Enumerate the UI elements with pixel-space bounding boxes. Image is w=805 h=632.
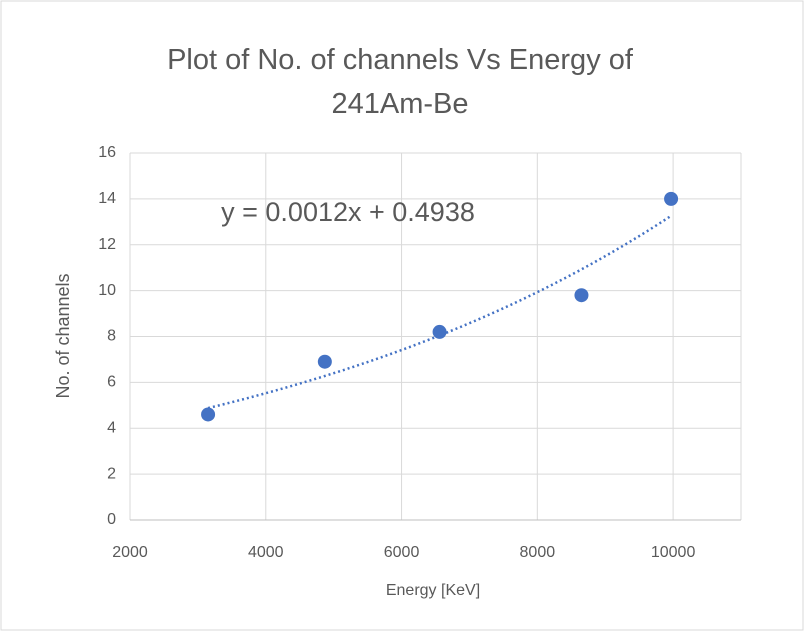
x-tick-label: 10000 (651, 544, 696, 561)
y-tick-label: 12 (98, 236, 116, 253)
x-tick-label: 8000 (520, 544, 556, 561)
data-point (574, 288, 589, 303)
x-tick-label: 6000 (384, 544, 420, 561)
y-tick-label: 0 (107, 511, 116, 528)
data-point (432, 324, 447, 339)
y-tick-label: 10 (98, 282, 116, 299)
annotation: y = 0.0012x + 0.4938 (221, 197, 475, 227)
y-tick-label: 14 (98, 190, 116, 207)
data-point (664, 191, 679, 206)
data-point (317, 354, 332, 369)
x-axis-label: Energy [KeV] (386, 582, 480, 599)
y-tick-label: 4 (107, 419, 116, 436)
y-tick-label: 8 (107, 328, 116, 345)
y-tick-label: 2 (107, 465, 116, 482)
chart-title: Plot of No. of channels Vs Energy of 241… (167, 44, 633, 120)
x-tick-label: 2000 (112, 544, 148, 561)
y-tick-label: 16 (98, 144, 116, 161)
data-point (201, 407, 216, 422)
y-tick-label: 6 (107, 374, 116, 391)
y-axis-label: No. of channels (53, 273, 73, 398)
x-tick-label: 4000 (248, 544, 284, 561)
